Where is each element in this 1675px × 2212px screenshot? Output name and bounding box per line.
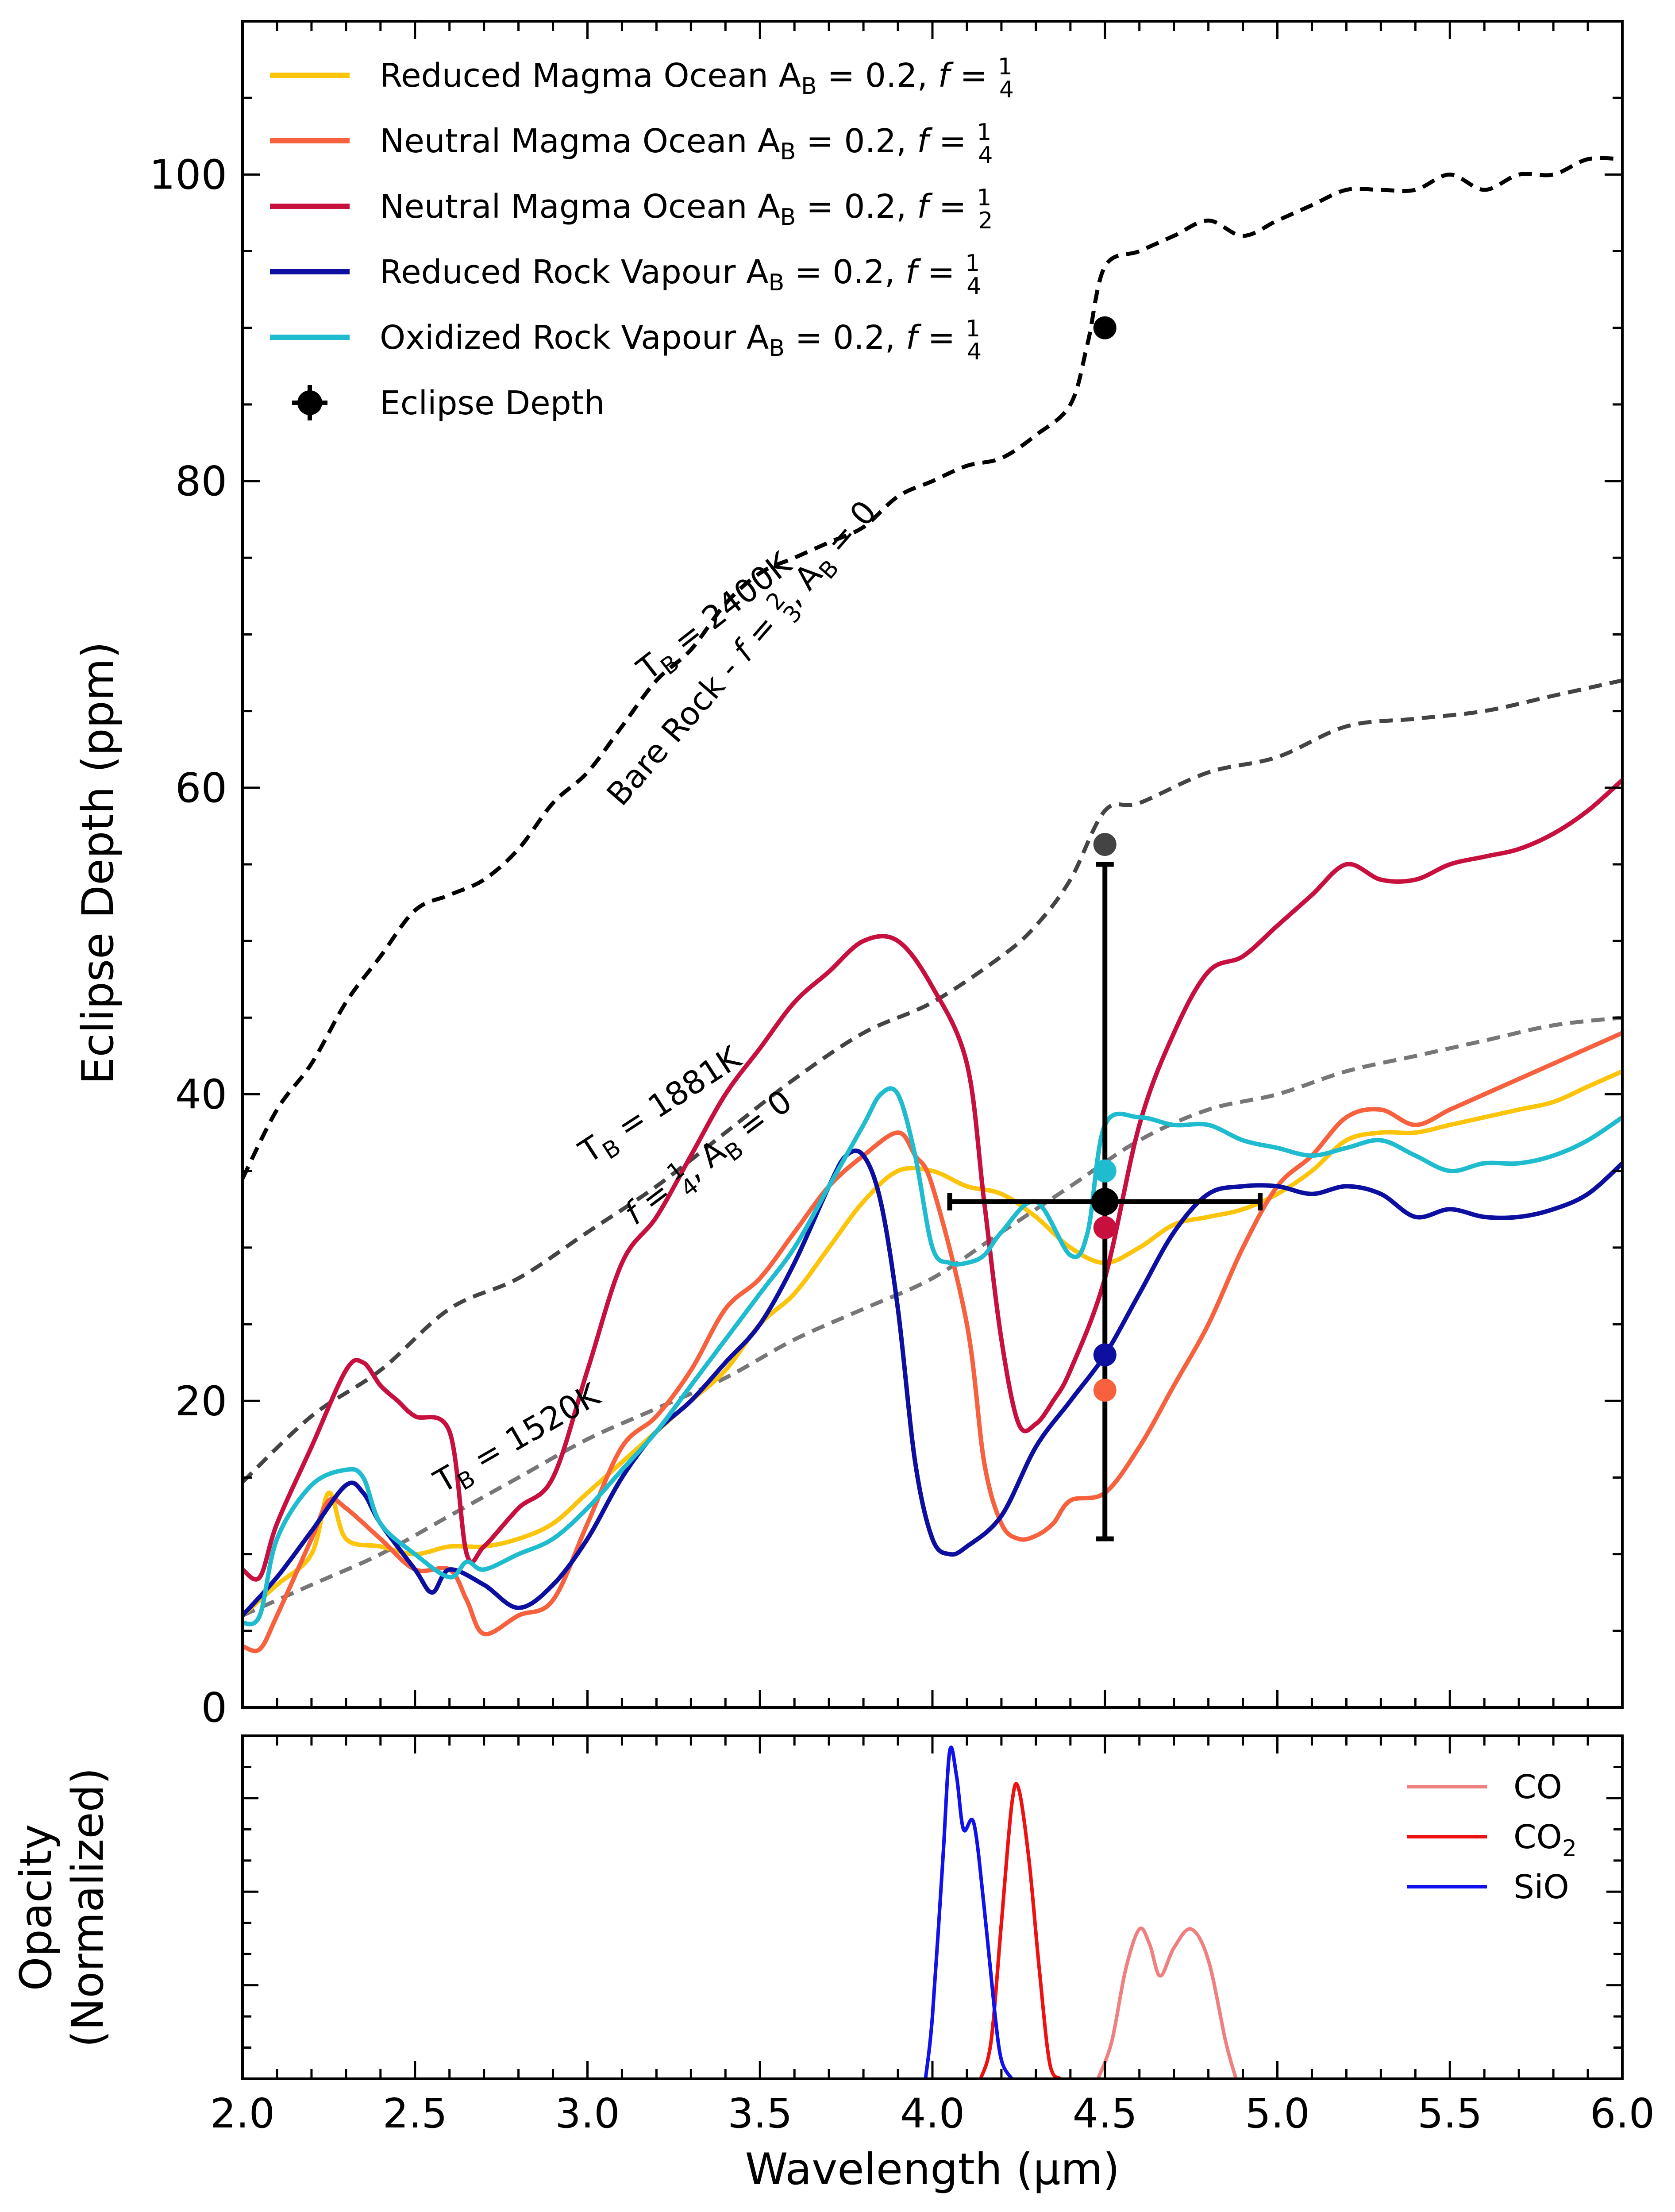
series-line-reduced-rock-vapour-a-b-0-2-f-1-4 <box>243 1148 1622 1617</box>
model-point-3 <box>1093 1216 1117 1239</box>
bottom-legend: CO CO2 SiO <box>1407 1768 1577 1906</box>
model-point-5 <box>1093 1379 1117 1402</box>
bottom-x-tick-label: 4.5 <box>1073 2090 1137 2137</box>
model-point-2 <box>1093 1159 1117 1183</box>
top-y-tick-label: 60 <box>175 764 227 812</box>
series-line-neutral-magma-ocean-a-b-0-2-f-1-4 <box>243 1031 1622 1653</box>
eclipse-depth-point <box>1091 1188 1119 1215</box>
opacity-line-co2 <box>979 1782 1062 2079</box>
bottom-ticks <box>241 1734 1624 2080</box>
bottom-x-tick-label: 3.5 <box>728 2090 792 2137</box>
opacity-line-co <box>1096 1926 1238 2079</box>
bottom-legend-label: CO <box>1513 1768 1562 1806</box>
series-line-f-1-4-a-b-0-t-b-1881k <box>243 678 1622 1484</box>
legend-marker <box>297 390 322 415</box>
bottom-plot-area <box>924 1746 1238 2079</box>
top-y-tick-label: 20 <box>175 1377 227 1425</box>
top-ticks <box>241 20 1624 1709</box>
top-y-axis-title: Eclipse Depth (ppm) <box>73 642 123 1085</box>
bottom-legend-entry-0: CO <box>1407 1768 1562 1806</box>
top-plot-area <box>243 156 1622 1653</box>
model-point-1 <box>1093 832 1117 856</box>
series-line-t-b-1520k <box>243 1015 1622 1618</box>
legend-entry-5: Eclipse Depth <box>292 384 605 422</box>
series-line-bare-rock-f-2-3-a-b-0-t-b-2400k <box>243 156 1622 1180</box>
bottom-x-tick-label: 2.5 <box>383 2090 447 2137</box>
series-line-reduced-magma-ocean-a-b-0-2-f-1-4 <box>243 1069 1622 1617</box>
model-point-4 <box>1093 1343 1117 1367</box>
bottom-x-tick-label: 6.0 <box>1590 2090 1655 2137</box>
bottom-x-tick-label: 3.0 <box>555 2090 620 2137</box>
bottom-legend-entry-1: CO2 <box>1407 1818 1577 1862</box>
bottom-x-axis-title: Wavelength (μm) <box>745 2144 1120 2195</box>
bottom-legend-label: CO2 <box>1513 1818 1577 1862</box>
bottom-x-tick-label: 5.5 <box>1417 2090 1482 2137</box>
opacity-line-sio <box>924 1746 1013 2079</box>
top-legend: Reduced Magma Ocean AB = 0.2, f = 1 4 Neut… <box>270 54 1014 422</box>
bottom-y-axis-title-line1: Opacity <box>11 1824 62 1991</box>
bottom-legend-entry-2: SiO <box>1407 1868 1569 1906</box>
model-point-0 <box>1093 316 1117 339</box>
top-y-tick-label: 40 <box>175 1071 227 1118</box>
top-y-tick-labels: 0 20 40 60 80 100 <box>149 151 227 1731</box>
top-y-tick-label: 0 <box>201 1684 227 1731</box>
series-line-neutral-magma-ocean-a-b-0-2-f-1-2 <box>243 778 1622 1582</box>
legend-label: Eclipse Depth <box>380 384 605 422</box>
bottom-legend-label: SiO <box>1513 1868 1569 1906</box>
bottom-panel: 2.0 2.5 3.0 3.5 4.0 4.5 5.0 5.5 6.0 Wavelength (… <box>11 1734 1655 2195</box>
bottom-x-tick-label: 2.0 <box>210 2090 275 2137</box>
bottom-y-axis-title-line2: (Normalized) <box>63 1768 113 2047</box>
top-y-tick-label: 100 <box>149 151 227 198</box>
bottom-x-tick-label: 5.0 <box>1245 2090 1309 2137</box>
bottom-x-tick-labels: 2.0 2.5 3.0 3.5 4.0 4.5 5.0 5.5 6.0 <box>210 2090 1655 2137</box>
bottom-x-tick-label: 4.0 <box>900 2090 965 2137</box>
series-line-oxidized-rock-vapour-a-b-0-2-f-1-4 <box>243 1086 1622 1626</box>
top-y-tick-label: 80 <box>175 458 227 505</box>
